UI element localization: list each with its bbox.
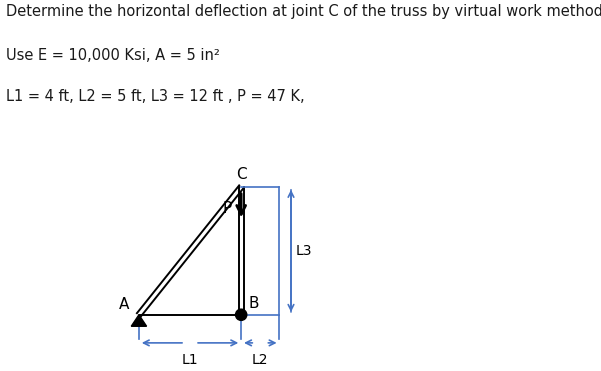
Text: L2: L2 — [252, 352, 269, 367]
Text: C: C — [236, 167, 246, 183]
Text: A: A — [118, 297, 129, 312]
Text: Use E = 10,000 Ksi, A = 5 in²: Use E = 10,000 Ksi, A = 5 in² — [6, 48, 220, 63]
Text: Determine the horizontal deflection at joint C of the truss by virtual work meth: Determine the horizontal deflection at j… — [6, 4, 601, 19]
Text: L1: L1 — [182, 352, 198, 367]
Polygon shape — [131, 315, 147, 326]
Text: L1 = 4 ft, L2 = 5 ft, L3 = 12 ft , P = 47 K,: L1 = 4 ft, L2 = 5 ft, L3 = 12 ft , P = 4… — [6, 89, 305, 104]
Text: B: B — [248, 296, 259, 311]
Text: L3: L3 — [296, 244, 312, 258]
Text: P: P — [222, 201, 231, 216]
Circle shape — [236, 309, 247, 321]
